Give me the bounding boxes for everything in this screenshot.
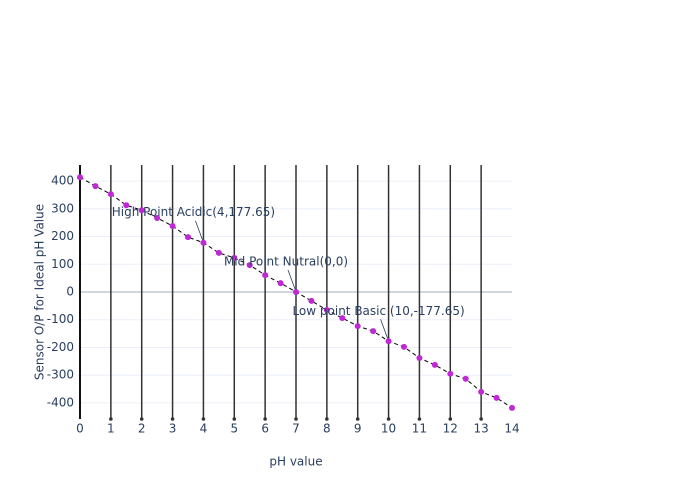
annotation-arrow [195,220,203,240]
x-tick-label: 5 [230,422,238,436]
data-point [92,183,99,190]
y-tick-label: -300 [47,368,74,382]
data-point [277,280,284,287]
data-point [231,254,238,261]
data-point [323,307,330,314]
data-point [509,404,515,411]
data-point [370,328,377,335]
x-tick-label: 9 [354,422,362,436]
x-axis-title: pH value [269,455,322,469]
data-point [77,174,83,181]
data-point [200,239,207,246]
data-point [416,354,423,361]
y-axis-title: Sensor O/P for Ideal pH Value [33,204,47,380]
annotation-arrow [287,269,296,290]
x-tick-label: 2 [138,422,146,436]
data-point [262,272,269,279]
vertical-line-end [294,417,298,421]
y-tick-label: -400 [47,395,74,409]
data-point [215,249,222,256]
vertical-line-end [355,417,360,421]
data-point [339,315,346,322]
y-tick-label: 300 [51,201,74,215]
x-tick-label: 8 [323,422,331,436]
vertical-line-end [170,417,175,421]
y-tick-label: 200 [51,229,74,243]
data-point [308,297,315,304]
data-point [246,262,253,269]
annotation: Low point Basic (10,-177.65) [292,304,464,318]
vertical-line-end [325,417,329,421]
annotation: High Point Acidic(4,177.65) [112,205,275,219]
x-tick-label: 13 [474,422,489,436]
vertical-line-end [417,417,422,421]
x-tick-label: 3 [169,422,177,436]
data-point [462,375,469,382]
vertical-line-end [232,417,237,421]
y-tick-label: -200 [47,340,74,354]
data-point [138,207,145,214]
x-tick-label: 0 [76,422,84,436]
y-tick-label: -100 [47,312,74,326]
data-point [293,289,299,295]
x-tick-label: 1 [107,422,115,436]
data-point [107,191,114,198]
x-tick-label: 4 [200,422,208,436]
annotation: Mid Point Nutral(0,0) [224,255,348,269]
data-point [447,370,454,377]
x-tick-label: 12 [443,422,458,436]
data-point [154,214,161,221]
vertical-line-end [263,417,267,421]
data-point [478,388,485,395]
vertical-line-end [201,417,206,421]
data-point [185,234,191,241]
vertical-line-end [109,417,113,421]
data-point [354,323,361,330]
y-tick-label: 100 [51,257,74,271]
vertical-line-end [448,417,453,421]
data-point [169,223,176,230]
vertical-line-end [386,417,391,421]
x-tick-label: 7 [292,422,300,436]
annotation-arrow [380,319,388,339]
data-point [385,338,392,345]
data-point [401,343,407,350]
vertical-line-end [139,417,144,421]
x-tick-label: 10 [381,422,396,436]
vertical-line-end [479,417,483,421]
data-point [431,361,438,368]
x-tick-label: 14 [504,422,519,436]
x-tick-label: 6 [261,422,269,436]
y-tick-label: 400 [51,174,74,188]
data-point [123,202,130,209]
x-tick-label: 11 [412,422,427,436]
y-tick-label: 0 [66,285,74,299]
data-point [493,394,500,401]
